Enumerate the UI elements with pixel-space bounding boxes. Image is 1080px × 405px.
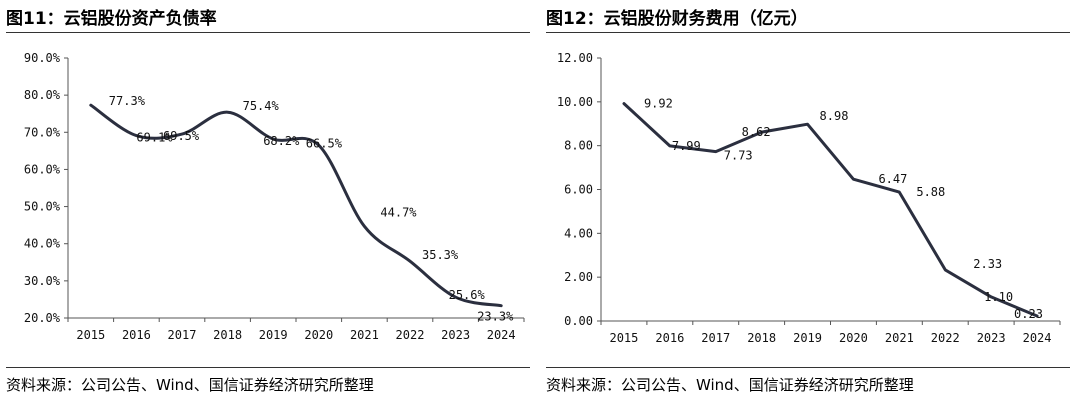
financial-expense-line-chart: 0.00 2.00 4.00 6.00 8.00 10.00 12.00 2015 2016 20… (557, 51, 1061, 345)
source-note: 资料来源：公司公告、Wind、国信证券经济研究所整理 (546, 376, 914, 394)
y-tick-label: 2.00 (564, 270, 593, 284)
data-label: 5.88 (916, 185, 945, 199)
chart-title: 图12：云铝股份财务费用（亿元） (546, 9, 808, 29)
data-label: 68.2% (263, 134, 300, 148)
series-line (89, 103, 503, 308)
debt-ratio-line-chart: 20.0% 30.0% 40.0% 50.0% 60.0% 70.0% 80.0% 90.0%… (24, 51, 525, 342)
x-tick-label: 2022 (931, 331, 960, 345)
data-label: 2.33 (973, 257, 1002, 271)
x-tick-label: 2017 (701, 331, 730, 345)
y-tick-label: 0.00 (564, 314, 593, 328)
y-tick-label: 4.00 (564, 226, 593, 240)
series-line (622, 102, 1039, 318)
data-label: 69.5% (163, 129, 200, 143)
y-tick-label: 80.0% (24, 88, 61, 102)
data-label: 77.3% (109, 94, 146, 108)
chart-title: 图11：云铝股份资产负债率 (6, 9, 217, 29)
data-label: 7.73 (724, 149, 753, 163)
x-tick-label: 2019 (259, 328, 288, 342)
x-tick-label: 2020 (304, 328, 333, 342)
x-tick-label: 2015 (609, 331, 638, 345)
y-tick-label: 30.0% (24, 274, 61, 288)
top-rule (546, 32, 1070, 33)
y-tick-label: 60.0% (24, 162, 61, 176)
x-tick-label: 2023 (441, 328, 470, 342)
x-tick-label: 2024 (487, 328, 516, 342)
chart-panel-financial-expense: 图12：云铝股份财务费用（亿元） 0.00 2.00 4.00 6.00 8.00 10.… (546, 0, 1074, 405)
data-label: 23.3% (477, 310, 514, 324)
data-label: 25.6% (449, 288, 486, 302)
y-tick-label: 8.00 (564, 139, 593, 153)
y-tick-label: 40.0% (24, 237, 61, 251)
bottom-rule (546, 367, 1070, 368)
data-label: 69.1% (136, 131, 173, 145)
y-tick-label: 50.0% (24, 200, 61, 214)
data-label: 44.7% (380, 205, 417, 219)
x-tick-label: 2018 (747, 331, 776, 345)
x-tick-label: 2016 (655, 331, 684, 345)
x-tick-label: 2023 (977, 331, 1006, 345)
y-tick-label: 70.0% (24, 125, 61, 139)
y-tick-label: 10.00 (557, 95, 593, 109)
data-label: 1.10 (984, 290, 1013, 304)
data-label: 35.3% (422, 248, 459, 262)
data-label: 8.98 (820, 109, 849, 123)
source-note: 资料来源：公司公告、Wind、国信证券经济研究所整理 (6, 376, 374, 394)
x-tick-label: 2019 (793, 331, 822, 345)
chart-panel-debt-ratio: 图11：云铝股份资产负债率 20.0% 30.0% 40.0% 50.0% 60.0% 7… (6, 0, 534, 405)
y-tick-label: 20.0% (24, 311, 61, 325)
top-rule (6, 32, 530, 33)
x-tick-label: 2017 (168, 328, 197, 342)
data-label: 8.62 (742, 125, 771, 139)
x-tick-label: 2016 (122, 328, 151, 342)
x-tick-label: 2018 (213, 328, 242, 342)
data-label: 75.4% (243, 99, 280, 113)
data-label: 7.99 (672, 139, 701, 153)
x-tick-label: 2020 (839, 331, 868, 345)
x-tick-label: 2024 (1023, 331, 1052, 345)
y-tick-label: 6.00 (564, 183, 593, 197)
y-tick-label: 90.0% (24, 51, 61, 65)
data-label: 9.92 (644, 97, 673, 111)
x-tick-label: 2022 (396, 328, 425, 342)
x-tick-label: 2015 (76, 328, 105, 342)
x-tick-label: 2021 (885, 331, 914, 345)
bottom-rule (6, 367, 530, 368)
data-label: 66.5% (306, 136, 343, 150)
x-tick-label: 2021 (350, 328, 379, 342)
data-label: 0.23 (1014, 307, 1043, 321)
y-tick-label: 12.00 (557, 51, 593, 65)
data-label: 6.47 (878, 172, 907, 186)
